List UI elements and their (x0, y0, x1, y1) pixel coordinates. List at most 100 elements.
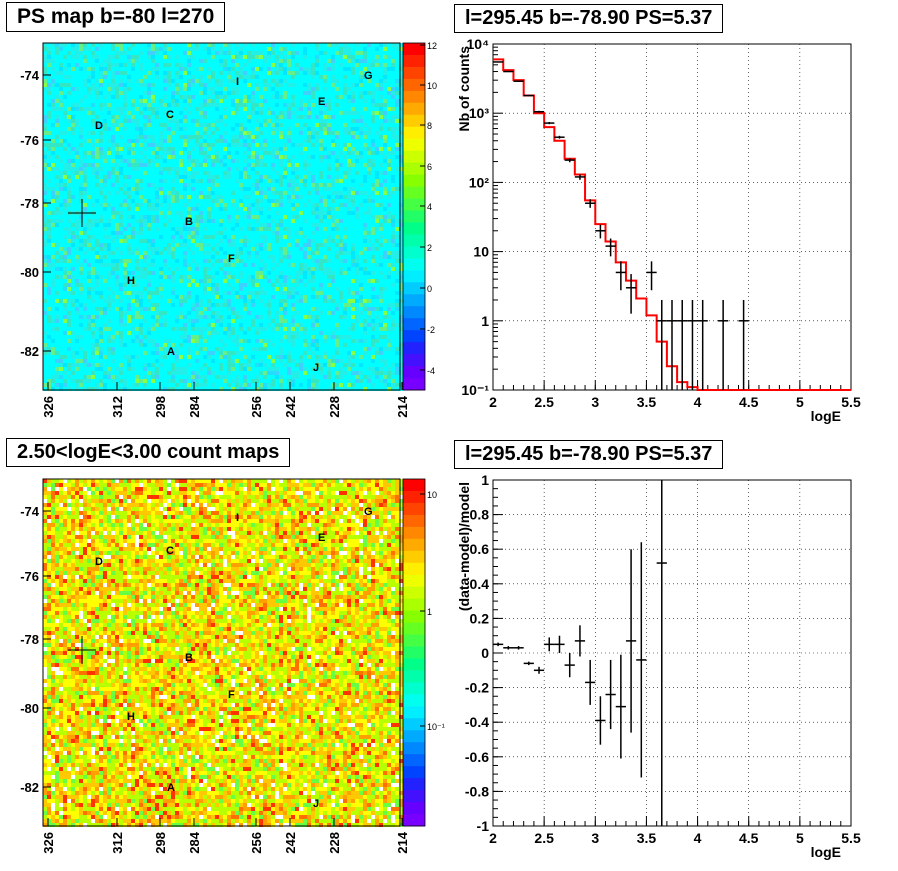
y-tick-label: 1 (481, 313, 489, 329)
y-tick-label: -0.4 (465, 714, 489, 730)
source-label-f: F (228, 253, 235, 265)
spectrum-panel: 2 2.5 3 3.5 4 4.5 5 5.5 10⁻¹ 1 10 10² 10³ 10⁴ logE Nb o… (449, 0, 898, 436)
colorbar-tick-label: 10⁻¹ (427, 722, 445, 732)
y-tick-label: -82 (20, 780, 39, 795)
x-tick-label: 242 (283, 832, 298, 854)
x-tick-label: 326 (41, 832, 56, 854)
data-point (585, 199, 596, 208)
x-tick-label: 298 (153, 832, 168, 854)
y-tick-label: -80 (20, 265, 39, 280)
x-tick-label: 4 (694, 830, 702, 846)
data-point (718, 299, 729, 390)
residual-point (615, 654, 626, 759)
y-tick-label: 10⁻¹ (461, 382, 489, 398)
source-label-e: E (318, 96, 325, 108)
y-tick-label: -0.6 (465, 749, 489, 765)
colorbar-tick-label: -4 (427, 366, 435, 376)
source-label-c: C (166, 109, 174, 121)
residual-point (564, 653, 575, 678)
source-label-a: A (167, 782, 175, 794)
residual-title: l=295.45 b=-78.90 PS=5.37 (454, 440, 724, 469)
x-tick-label: 4 (694, 394, 702, 410)
x-tick-label: 3.5 (637, 394, 657, 410)
heatmap-cells (43, 479, 403, 827)
spectrum-title: l=295.45 b=-78.90 PS=5.37 (454, 4, 724, 33)
source-label-f: F (228, 689, 235, 701)
residual-points (493, 480, 667, 826)
data-point (503, 70, 514, 73)
source-label-j: J (313, 798, 319, 810)
y-tick-label: 0.4 (470, 576, 490, 592)
y-tick-label: 10⁴ (467, 36, 490, 52)
residual-point (523, 661, 534, 666)
y-axis-title: (data-model)/model (456, 482, 472, 611)
y-tick-label: -74 (20, 68, 40, 83)
y-tick-label: -1 (477, 818, 490, 834)
source-label-h: H (127, 275, 135, 287)
x-tick-label: 2.5 (534, 394, 554, 410)
y-tick-label: -78 (20, 196, 39, 211)
x-tick-label: 2 (489, 830, 497, 846)
x-tick-label: 284 (187, 395, 202, 417)
source-label-i: I (236, 76, 239, 88)
data-point (615, 261, 626, 291)
data-point (523, 94, 534, 97)
y-tick-label: 10² (469, 174, 490, 190)
residual-point (585, 659, 596, 705)
data-point (513, 80, 524, 82)
source-label-i: I (236, 512, 239, 524)
ps-map-title: PS map b=-80 l=270 (6, 2, 226, 32)
y-tick-label: 0.8 (470, 507, 490, 523)
y-tick-label: -0.8 (465, 783, 489, 799)
data-point (625, 274, 637, 314)
colorbar-tick-label: 1 (427, 607, 432, 617)
data-point (656, 299, 667, 390)
x-tick-label: 3 (591, 830, 599, 846)
source-label-b: B (185, 652, 193, 664)
heatmap-cells (43, 43, 403, 391)
x-tick-label: 284 (187, 831, 202, 853)
data-point (687, 299, 698, 390)
source-label-d: D (95, 120, 103, 132)
source-label-g: G (364, 70, 373, 82)
y-tick-label: -76 (20, 569, 39, 584)
colorbar-tick-label: 2 (427, 243, 432, 253)
residual-point (656, 480, 667, 826)
y-axis-title: Nb of counts (456, 46, 472, 132)
y-tick-label: -80 (20, 701, 39, 716)
x-tick-label: 312 (110, 396, 125, 418)
data-point (595, 224, 606, 239)
x-tick-label: 214 (395, 831, 410, 853)
source-label-a: A (167, 346, 175, 358)
residual-point (595, 696, 606, 745)
y-tick-label: 0 (481, 645, 489, 661)
x-tick-label: 4.5 (739, 394, 759, 410)
data-point (493, 61, 504, 63)
source-label-e: E (318, 532, 325, 544)
x-tick-label: 4.5 (739, 830, 759, 846)
residual-point (544, 637, 555, 652)
x-tick-label: 214 (395, 395, 410, 417)
data-point (544, 121, 555, 125)
source-label-j: J (313, 362, 319, 374)
y-tick-label: 1 (481, 472, 489, 488)
count-map-panel: I G E C D B F H A J -74 -76 -78 -80 -82 326 312 298 284 256… (0, 436, 449, 871)
colorbar-tick-label: 10 (427, 81, 437, 91)
x-tick-label: 312 (110, 832, 125, 854)
x-tick-label: 5 (796, 830, 804, 846)
colorbar-tick-label: 0 (427, 284, 432, 294)
y-tick-label: -76 (20, 133, 39, 148)
y-tick-label: 0.6 (470, 541, 490, 557)
x-tick-label: 228 (327, 832, 342, 854)
x-tick-label: 3 (591, 394, 599, 410)
x-tick-label: 5.5 (841, 830, 861, 846)
source-crosshair (68, 636, 96, 664)
y-tick-label: -0.2 (465, 680, 489, 696)
residual-point (605, 659, 616, 730)
x-tick-label: 228 (327, 396, 342, 418)
x-tick-label: 256 (249, 832, 264, 854)
data-point (646, 261, 657, 291)
residual-point (554, 635, 565, 653)
model-line (493, 58, 851, 391)
